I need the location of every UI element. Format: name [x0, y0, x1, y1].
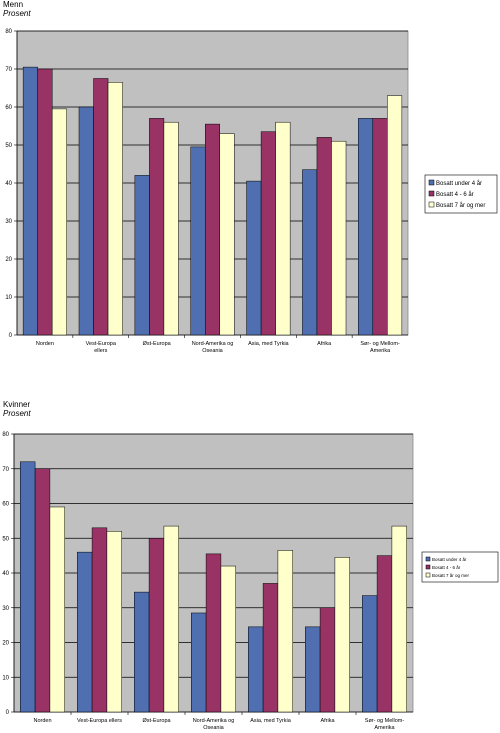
bar	[302, 169, 318, 336]
bar	[204, 123, 221, 336]
bar	[20, 461, 36, 713]
bar	[51, 108, 67, 336]
bar	[358, 118, 374, 336]
legend-label: Bosatt 4 - 6 år	[436, 191, 474, 198]
bar	[205, 553, 222, 713]
legend-box	[421, 551, 499, 583]
bar	[305, 626, 321, 713]
bar	[260, 131, 276, 336]
bar	[387, 95, 403, 336]
y-tick-label: 0	[9, 333, 13, 339]
legend-swatch	[428, 190, 435, 197]
y-tick-label: 10	[5, 295, 12, 301]
bar	[248, 626, 264, 713]
x-tick-label: Øst-Europa	[142, 718, 171, 724]
bar	[34, 468, 51, 713]
legend-swatch	[428, 179, 435, 186]
bar	[331, 140, 347, 336]
y-tick-label: 40	[5, 181, 12, 187]
y-tick-label: 20	[2, 641, 9, 647]
y-tick-label: 60	[5, 105, 12, 111]
legend-box	[424, 174, 498, 214]
chart-svg-men: 0 10 20 30 40 50 60 70 80 Norden Vest-Europa ellers…	[5, 29, 498, 354]
chart-subtitle: Prosent	[3, 409, 31, 418]
chart-title: Kvinner	[3, 400, 31, 409]
x-tick-label: Asia, med Tyrkia	[248, 341, 289, 347]
legend-label: Bosatt under 4 år	[432, 556, 467, 562]
legend-swatch	[425, 572, 431, 578]
legend-swatch	[425, 556, 431, 562]
bar	[376, 555, 393, 713]
y-tick-label: 70	[2, 467, 9, 473]
y-tick-label: 80	[5, 29, 12, 35]
y-tick-label: 70	[5, 67, 12, 73]
bar	[78, 106, 94, 336]
y-tick-label: 40	[2, 571, 9, 577]
chart-women: Kvinner Prosent 0 10 20 30 40 50 60 70 80 Norden V…	[0, 400, 500, 733]
x-tick-label: Norden	[33, 718, 51, 724]
y-tick-label: 30	[2, 606, 9, 612]
bar	[262, 583, 279, 713]
bar	[191, 612, 207, 713]
bar	[149, 118, 165, 336]
x-tick-label: Nord-Amerika og Oseania	[193, 718, 235, 731]
bar	[134, 175, 150, 336]
x-tick-label: Afrika	[320, 718, 335, 724]
x-tick-label: Asia, med Tyrkia	[250, 718, 291, 724]
bar	[148, 538, 165, 713]
x-tick-label: Øst-Europa	[143, 341, 172, 347]
bar	[275, 121, 291, 336]
x-tick-label: Afrika	[317, 341, 332, 347]
legend-swatch	[428, 201, 435, 208]
y-tick-label: 80	[2, 432, 9, 438]
legend-label: Bosatt 7 år og mer	[436, 202, 485, 209]
bar	[134, 591, 150, 713]
y-tick-label: 20	[5, 257, 12, 263]
bar	[37, 68, 53, 336]
bar	[163, 525, 179, 713]
x-tick-label: Nord-Amerika og Oseania	[192, 341, 234, 354]
bar	[277, 550, 293, 713]
bar	[77, 551, 93, 713]
bar	[362, 595, 378, 713]
chart-men: Menn Prosent 0 10 20 30 40 50 60 70 80 Norden Vest…	[3, 0, 498, 354]
y-tick-label: 30	[5, 219, 12, 225]
y-tick-label: 60	[2, 502, 9, 508]
y-tick-label: 50	[5, 143, 12, 149]
legend-label: Bosatt 7 år og mer	[432, 572, 470, 578]
x-tick-label: Vest-Europa ellers	[77, 718, 122, 724]
bar	[190, 146, 206, 336]
bar	[319, 607, 336, 713]
bar	[372, 118, 388, 336]
bar	[219, 133, 235, 336]
bar	[246, 180, 262, 336]
x-tick-label: Sør- og Mellom-Amerika	[365, 718, 405, 731]
y-tick-label: 10	[2, 675, 9, 681]
legend-label: Bosatt 4 - 6 år	[432, 564, 461, 570]
chart-subtitle: Prosent	[3, 9, 31, 18]
bar	[106, 531, 122, 713]
bar	[107, 82, 123, 336]
x-tick-label: Vest-Europa ellers	[86, 341, 117, 354]
y-tick-label: 0	[6, 710, 10, 716]
bar	[220, 565, 236, 713]
bar	[49, 506, 65, 713]
legend-label: Bosatt under 4 år	[436, 180, 482, 187]
bar	[391, 525, 407, 713]
x-tick-label: Sør- og Mellom-Amerika	[360, 341, 400, 354]
bar	[93, 78, 109, 336]
y-tick-label: 50	[2, 536, 9, 542]
bar	[163, 121, 179, 336]
chart-svg-women: 0 10 20 30 40 50 60 70 80 Norden Vest-Europa eller…	[2, 432, 499, 731]
bar	[91, 527, 108, 713]
x-tick-label: Norden	[36, 341, 54, 347]
chart-title: Menn	[3, 0, 24, 9]
legend-swatch	[425, 564, 431, 570]
bar	[334, 557, 350, 713]
bar	[316, 137, 332, 336]
bar	[22, 66, 38, 336]
